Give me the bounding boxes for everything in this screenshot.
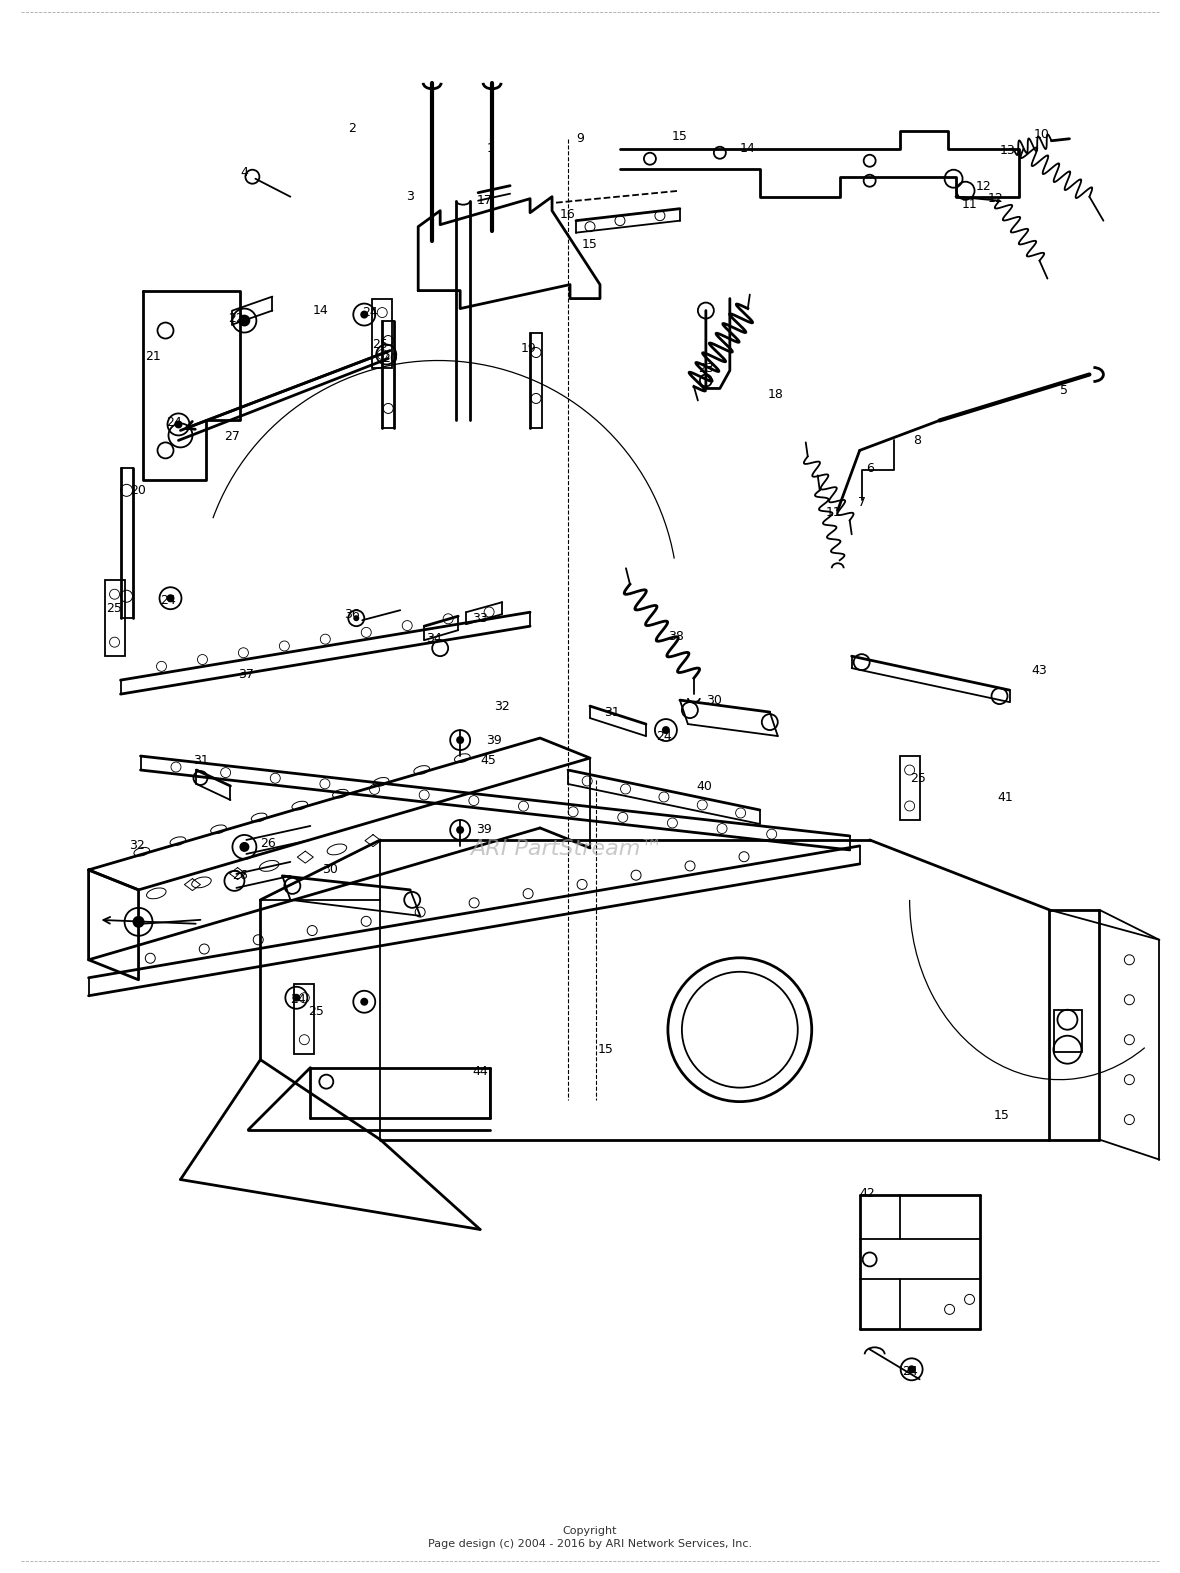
Circle shape	[353, 615, 359, 621]
Text: 34: 34	[426, 632, 442, 645]
Circle shape	[166, 595, 175, 602]
Circle shape	[175, 420, 183, 428]
Text: 25: 25	[910, 771, 925, 785]
Text: 44: 44	[472, 1065, 489, 1078]
Text: 38: 38	[668, 629, 684, 643]
Text: 10: 10	[1034, 129, 1049, 142]
Circle shape	[360, 310, 368, 319]
Text: 40: 40	[696, 780, 712, 793]
Text: 31: 31	[604, 706, 620, 719]
Text: 4: 4	[241, 167, 248, 179]
Text: 33: 33	[472, 612, 489, 624]
Text: 30: 30	[322, 864, 339, 876]
Bar	[372, 299, 392, 368]
Text: 31: 31	[192, 753, 209, 766]
Circle shape	[132, 915, 144, 928]
Circle shape	[293, 994, 301, 1002]
Text: 3: 3	[406, 190, 414, 203]
Circle shape	[240, 842, 249, 853]
Circle shape	[457, 736, 464, 744]
Text: 23: 23	[699, 362, 714, 374]
Text: 39: 39	[486, 733, 502, 747]
Text: 25: 25	[308, 1005, 325, 1018]
Text: 24: 24	[902, 1365, 918, 1378]
Bar	[105, 580, 125, 656]
Text: 25: 25	[373, 338, 388, 351]
Text: 20: 20	[131, 484, 146, 497]
Text: 12: 12	[988, 192, 1003, 204]
Bar	[294, 983, 314, 1054]
Text: 20: 20	[382, 352, 398, 365]
Text: 14: 14	[313, 304, 328, 318]
Text: Page design (c) 2004 - 2016 by ARI Network Services, Inc.: Page design (c) 2004 - 2016 by ARI Netwo…	[428, 1538, 752, 1549]
Text: 21: 21	[145, 351, 160, 363]
Text: 9: 9	[576, 132, 584, 145]
Text: 37: 37	[238, 667, 255, 681]
Text: 26: 26	[261, 837, 276, 851]
Circle shape	[360, 997, 368, 1005]
Text: 17: 17	[477, 193, 492, 208]
Text: 24: 24	[290, 993, 307, 1007]
Text: ARI PartStream™: ARI PartStream™	[470, 840, 663, 859]
Text: 24: 24	[166, 415, 183, 429]
Circle shape	[240, 316, 249, 326]
Text: Copyright: Copyright	[563, 1526, 617, 1537]
Text: 5: 5	[1061, 384, 1068, 396]
Text: 2: 2	[348, 123, 356, 135]
Text: 41: 41	[997, 791, 1014, 804]
Text: 6: 6	[866, 462, 873, 475]
Text: 42: 42	[860, 1188, 876, 1200]
Text: 45: 45	[480, 753, 496, 766]
Text: 7: 7	[858, 495, 866, 508]
Circle shape	[662, 727, 670, 735]
Text: 39: 39	[477, 823, 492, 837]
Text: 11: 11	[962, 198, 977, 211]
Text: 13: 13	[999, 145, 1015, 157]
Text: 14: 14	[740, 142, 755, 156]
Text: 11: 11	[826, 507, 841, 519]
Text: 19: 19	[520, 341, 536, 355]
Text: 26: 26	[232, 870, 248, 882]
Text: 24: 24	[362, 307, 378, 319]
Text: 22: 22	[229, 311, 244, 326]
Text: 15: 15	[671, 131, 688, 143]
Text: 12: 12	[976, 181, 991, 193]
Text: 24: 24	[160, 593, 176, 607]
Text: 32: 32	[494, 700, 510, 713]
Text: 15: 15	[582, 238, 598, 252]
Circle shape	[457, 826, 464, 834]
Text: 16: 16	[560, 208, 576, 222]
Text: 8: 8	[913, 434, 922, 447]
Text: 32: 32	[129, 840, 144, 853]
Text: 36: 36	[345, 607, 360, 621]
Text: 24: 24	[656, 730, 671, 742]
Circle shape	[907, 1365, 916, 1373]
Text: 25: 25	[106, 602, 123, 615]
Text: 1: 1	[486, 142, 494, 156]
Text: 43: 43	[1031, 664, 1048, 676]
Text: 15: 15	[994, 1109, 1009, 1122]
Bar	[1055, 1010, 1082, 1052]
Text: 30: 30	[706, 694, 722, 706]
Text: 18: 18	[768, 389, 784, 401]
Text: 27: 27	[224, 429, 241, 444]
Bar	[899, 757, 919, 820]
Text: 15: 15	[598, 1043, 614, 1055]
